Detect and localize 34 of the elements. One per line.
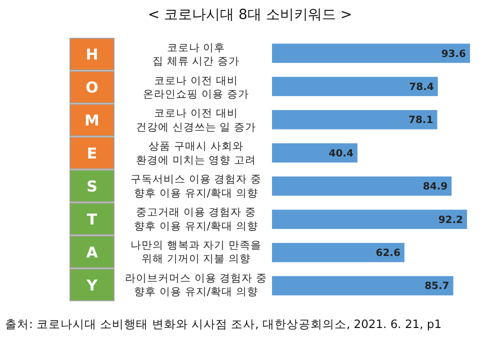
- data-label: 93.6: [441, 48, 466, 60]
- bar: [272, 210, 468, 229]
- data-label: 78.4: [409, 82, 434, 93]
- chart-title: < 코로나시대 8대 소비키워드 >: [148, 7, 352, 23]
- data-label: 40.4: [328, 148, 354, 160]
- bar: [272, 110, 438, 130]
- data-label: 78.1: [408, 115, 434, 126]
- text: S: [86, 177, 98, 196]
- y-tick-label: 코로나 이전 대비 건강에 신경쓰는 일 증가: [136, 108, 256, 134]
- text: T: [86, 210, 98, 228]
- text: E: [86, 144, 98, 162]
- y-tick-label: 구독서비스 이용 경험자 중 향후 이용 유지/확대 의향: [130, 174, 262, 200]
- data-label: 84.9: [422, 182, 448, 193]
- text: A: [86, 243, 98, 262]
- data-label: 85.7: [424, 281, 450, 292]
- data-label: 62.6: [376, 248, 400, 260]
- bar: [272, 176, 452, 196]
- y-tick-label: 나만의 행복과 자기 만족을 위해 기꺼이 지불 의향: [130, 240, 262, 266]
- y-tick-label: 라이브커머스 이용 경험자 중 향후 이용 유지/확대 의향: [124, 272, 268, 298]
- text: H: [86, 46, 98, 64]
- y-tick-label: 코로나 이전 대비 온라인쇼핑 이용 증가: [143, 74, 249, 100]
- bar: [272, 143, 358, 163]
- text: Y: [86, 276, 99, 294]
- source-note: 출처: 코로나시대 소비행태 변화와 시사점 조사, 대한상공회의소, 2021. 6. 21, p1: [5, 317, 442, 331]
- data-label: 92.2: [438, 214, 464, 226]
- y-tick-label: 코로나 이후 집 체류 시간 증가: [152, 42, 240, 68]
- y-tick-label: 상품 구매시 사회와 환경에 미치는 영향 고려: [136, 140, 256, 166]
- bar: [272, 242, 404, 262]
- bar: [272, 76, 438, 96]
- y-tick-label: 중고거래 이용 경험자 중 향후 이용 유지/확대 의향: [134, 206, 258, 232]
- text: M: [84, 111, 100, 130]
- bar: [272, 44, 470, 63]
- text: O: [86, 78, 98, 96]
- bar: [272, 276, 454, 296]
